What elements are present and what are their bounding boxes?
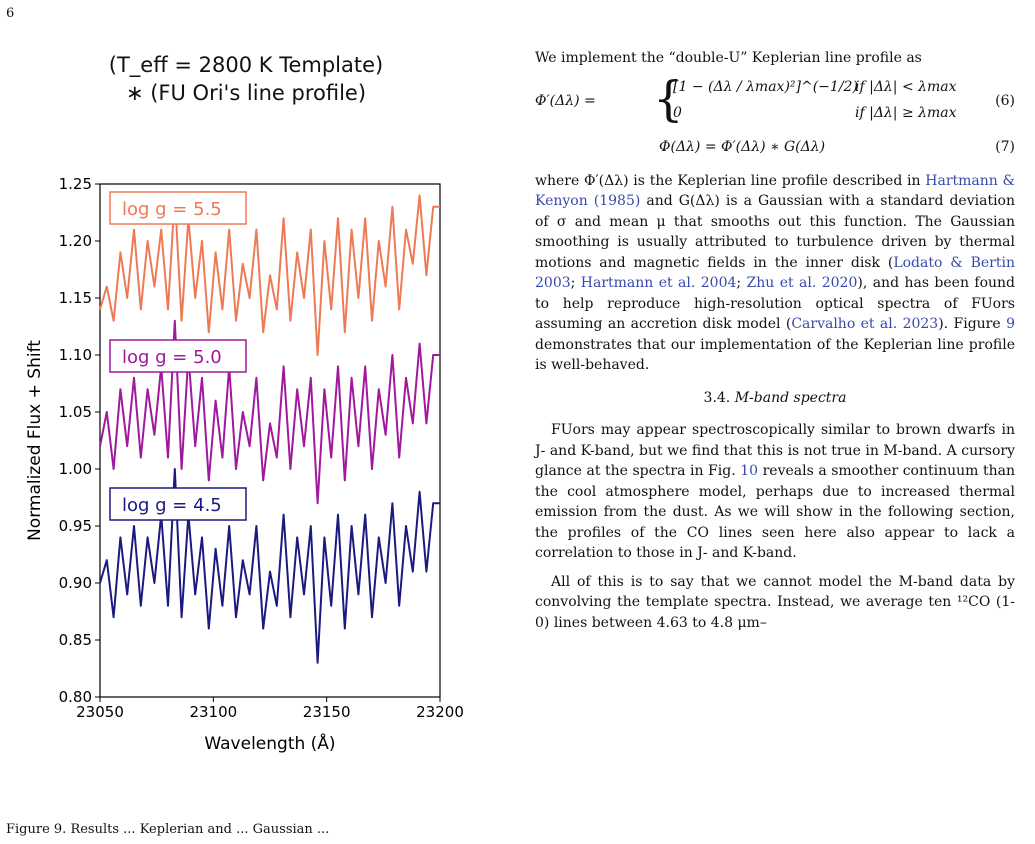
x-tick-label: 23150 — [303, 703, 351, 721]
equation-6: Φ′(Δλ) = { [1 − (Δλ / λmax)²]^(−1/2) if … — [535, 75, 1015, 123]
y-tick-label: 1.10 — [59, 346, 92, 364]
legend-label: log g = 5.0 — [122, 347, 222, 368]
axes-frame — [99, 183, 441, 698]
para1-text-c: ; — [570, 275, 581, 291]
eq6-brace: { — [653, 70, 684, 127]
text-column: We implement the “double-U” Keplerian li… — [535, 48, 1015, 633]
y-tick-label: 1.25 — [59, 175, 92, 193]
x-tick-label: 23200 — [416, 703, 464, 721]
citation-link[interactable]: Hartmann et al. 2004 — [580, 275, 737, 291]
legend-box — [109, 191, 247, 225]
page-number: 6 — [6, 6, 15, 21]
para2-text-b: reveals a smoother continuum than the co… — [535, 463, 1015, 561]
x-axis-label: Wavelength (Å) — [204, 732, 335, 754]
section-number: 3.4. — [703, 389, 731, 406]
x-tick-label: 23100 — [189, 703, 237, 721]
para1-text-e: ), and has been found to help reproduce … — [535, 275, 1015, 332]
spectrum-chart: 23050 23100 23150 23200 0.80 0.85 0.90 0.95 1.00… — [25, 175, 464, 754]
citation-link[interactable]: Carvalho et al. 2023 — [791, 316, 939, 332]
citation-link[interactable]: Hartmann & Kenyon (1985) — [535, 172, 1015, 210]
y-axis-label: Normalized Flux + Shift — [25, 340, 45, 541]
paragraph-mband: FUors may appear spectroscopically simil… — [535, 420, 1015, 564]
y-tick-label: 1.05 — [59, 403, 92, 421]
section-title: M-band spectra — [734, 389, 847, 406]
series-line — [99, 194, 440, 356]
section-heading: 3.4. M-band spectra — [535, 388, 1015, 409]
series-line — [99, 468, 440, 664]
figure-ref-link[interactable]: 10 — [740, 463, 759, 479]
eq6-case2: 0 — [673, 104, 682, 121]
figure-ref-link[interactable]: 9 — [1006, 316, 1015, 332]
y-tick-label: 1.20 — [59, 232, 92, 250]
y-tick-label: 0.90 — [59, 574, 92, 592]
eq7-number: (7) — [995, 138, 1015, 155]
paragraph-keplerian: where Φ′(Δλ) is the Keplerian line profi… — [535, 171, 1015, 376]
legend-box — [109, 487, 247, 521]
para1-text-d: ; — [736, 275, 747, 291]
para1-text-a: where Φ′(Δλ) is the Keplerian line profi… — [535, 172, 926, 189]
y-tick-label: 1.15 — [59, 289, 92, 307]
equation-7: Φ(Δλ) = Φ′(Δλ) ∗ G(Δλ) (7) — [535, 137, 1015, 163]
figure-title-line2: ∗ (FU Ori's line profile) — [125, 81, 367, 105]
y-tick-label: 0.95 — [59, 517, 92, 535]
figure: (T_eff = 2800 K Template) ∗ (FU Ori's li… — [0, 40, 500, 760]
legend-label: log g = 4.5 — [122, 495, 222, 516]
para3-text: All of this is to say that we cannot mod… — [535, 573, 1015, 631]
para1-text-g: demonstrates that our implementation of … — [535, 336, 1015, 374]
series-line — [99, 319, 440, 505]
legend-box — [109, 339, 247, 373]
para1-text-b: and G(Δλ) is a Gaussian with a standard … — [535, 193, 1015, 271]
citation-link[interactable]: Lodato & Bertin 2003 — [535, 254, 1015, 292]
figure-caption: Figure 9. Results ... Keplerian and ... … — [6, 822, 330, 837]
para2-text-a: FUors may appear spectroscopically simil… — [535, 422, 1015, 479]
y-tick-label: 0.85 — [59, 631, 92, 649]
para1-text-f: ). Figure — [938, 316, 1007, 332]
eq6-case1: [1 − (Δλ / λmax)²]^(−1/2) — [673, 78, 858, 95]
paragraph-continued: All of this is to say that we cannot mod… — [535, 572, 1015, 634]
intro-text: We implement the “double-U” Keplerian li… — [535, 50, 922, 66]
y-tick-label: 0.80 — [59, 688, 92, 706]
x-tick-label: 23050 — [76, 703, 124, 721]
eq6-cond1: if |Δλ| < λmax — [855, 78, 957, 95]
figure-title-line1: (T_eff = 2800 K Template) — [108, 53, 384, 77]
eq7-body: Φ(Δλ) = Φ′(Δλ) ∗ G(Δλ) — [659, 138, 826, 155]
legend-label: log g = 5.5 — [122, 199, 222, 220]
eq6-lhs: Φ′(Δλ) = — [535, 92, 596, 109]
y-tick-label: 1.00 — [59, 460, 92, 478]
eq6-number: (6) — [995, 92, 1015, 109]
eq6-cond2: if |Δλ| ≥ λmax — [855, 104, 957, 121]
intro-paragraph: We implement the “double-U” Keplerian li… — [535, 48, 1015, 69]
citation-link[interactable]: Zhu et al. 2020 — [746, 275, 858, 291]
